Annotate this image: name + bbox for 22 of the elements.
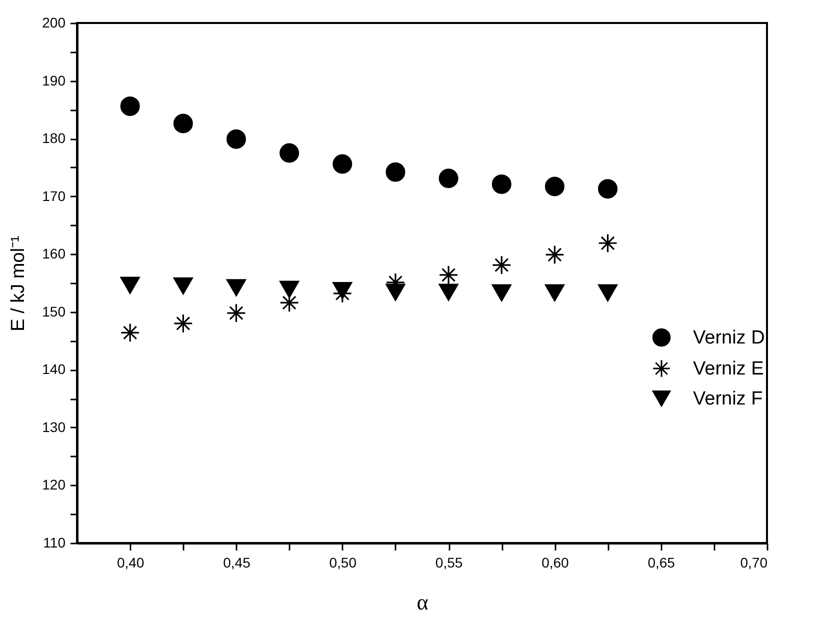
- x-tick-label: 0,40: [116, 554, 144, 570]
- y-tick-label: 170: [42, 188, 66, 204]
- legend-label: Verniz D: [693, 328, 765, 348]
- y-tick-label: 180: [42, 130, 66, 146]
- x-tick-label: 0,55: [435, 554, 463, 570]
- y-tick-label: 160: [42, 246, 66, 262]
- legend-label: Verniz F: [693, 388, 763, 410]
- x-axis-title: α: [416, 590, 429, 614]
- y-tick-label: 110: [43, 534, 66, 550]
- x-tick-label: 0,70: [740, 554, 768, 570]
- legend-label: Verniz E: [693, 358, 764, 380]
- x-tick-label: 0,50: [329, 554, 357, 570]
- y-tick-label: 120: [42, 476, 66, 493]
- y-tick-label: 150: [42, 303, 66, 320]
- x-tick-label: 0,65: [648, 554, 676, 570]
- y-tick-label: 130: [42, 418, 66, 435]
- y-tick-label: 200: [42, 14, 66, 30]
- x-tick-label: 0,45: [223, 554, 251, 570]
- x-tick-label: 0,60: [542, 554, 570, 570]
- y-tick-label: 140: [42, 361, 66, 378]
- y-tick-label: 190: [42, 72, 66, 88]
- y-axis-title: E / kJ mol⁻¹: [8, 236, 30, 332]
